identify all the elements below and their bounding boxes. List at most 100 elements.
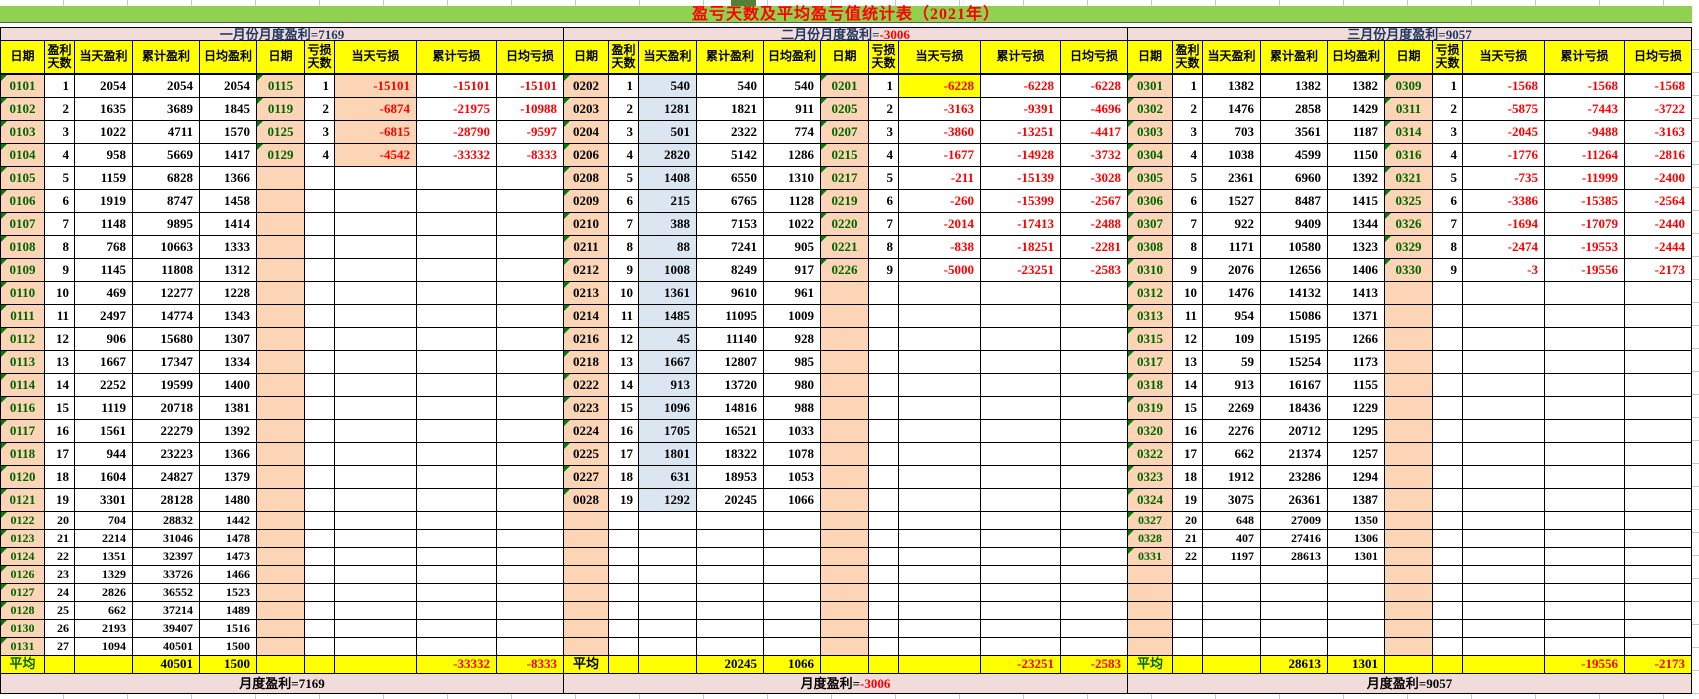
profit-days-cell[interactable]: 16	[609, 420, 639, 443]
profit-days-cell[interactable]: 20	[1173, 512, 1203, 530]
loss-days-cell[interactable]	[869, 351, 899, 374]
loss-date-cell[interactable]	[1385, 466, 1433, 489]
daily-profit-cell[interactable]: 1171	[1203, 236, 1261, 259]
cumulative-profit-cell[interactable]: 27009	[1261, 512, 1328, 530]
loss-date-cell[interactable]	[1385, 530, 1433, 548]
average-cumulative-profit[interactable]: 40501	[133, 656, 200, 674]
average-loss-cell[interactable]	[1625, 638, 1692, 656]
daily-loss-cell[interactable]	[899, 282, 981, 305]
daily-profit-cell[interactable]: 944	[75, 443, 133, 466]
profit-days-cell[interactable]: 6	[45, 190, 75, 213]
loss-date-cell[interactable]: 0309	[1385, 75, 1433, 98]
average-profit-cell[interactable]: 1286	[764, 144, 821, 167]
average-profit-cell[interactable]: 1150	[1328, 144, 1385, 167]
cumulative-profit-cell[interactable]: 11095	[697, 305, 764, 328]
daily-loss-cell[interactable]	[899, 512, 981, 530]
average-profit-cell[interactable]: 1473	[200, 548, 257, 566]
profit-days-cell[interactable]: 18	[609, 466, 639, 489]
loss-date-cell[interactable]	[821, 420, 869, 443]
average-profit-cell[interactable]: 1350	[1328, 512, 1385, 530]
profit-date-cell[interactable]	[564, 602, 609, 620]
profit-date-cell[interactable]: 0312	[1128, 282, 1173, 305]
loss-days-cell[interactable]	[305, 213, 335, 236]
profit-date-cell[interactable]: 0116	[0, 397, 45, 420]
daily-loss-cell[interactable]	[335, 620, 417, 638]
loss-days-cell[interactable]: 2	[869, 98, 899, 121]
loss-days-cell[interactable]	[869, 620, 899, 638]
daily-loss-cell[interactable]	[899, 374, 981, 397]
profit-days-cell[interactable]: 5	[45, 167, 75, 190]
cumulative-loss-cell[interactable]: -28790	[417, 121, 497, 144]
cumulative-loss-cell[interactable]	[981, 602, 1061, 620]
average-loss-cell[interactable]	[1061, 305, 1128, 328]
profit-date-cell[interactable]: 0108	[0, 236, 45, 259]
average-loss-cell[interactable]: -8333	[497, 144, 564, 167]
cumulative-profit-cell[interactable]: 23223	[133, 443, 200, 466]
profit-date-cell[interactable]: 0323	[1128, 466, 1173, 489]
daily-profit-cell[interactable]: 958	[75, 144, 133, 167]
daily-loss-cell[interactable]	[1463, 397, 1545, 420]
average-row-cell[interactable]	[45, 656, 75, 674]
cumulative-loss-cell[interactable]	[1545, 512, 1625, 530]
column-header[interactable]: 日均亏损	[1061, 41, 1128, 75]
loss-date-cell[interactable]: 0325	[1385, 190, 1433, 213]
average-loss-cell[interactable]	[1625, 489, 1692, 512]
average-loss-cell[interactable]	[1625, 351, 1692, 374]
daily-profit-cell[interactable]: 1382	[1203, 75, 1261, 98]
daily-profit-cell[interactable]: 1351	[75, 548, 133, 566]
column-header[interactable]: 累计盈利	[697, 41, 764, 75]
cumulative-loss-cell[interactable]	[417, 584, 497, 602]
loss-days-cell[interactable]	[305, 566, 335, 584]
profit-days-cell[interactable]	[609, 530, 639, 548]
profit-days-cell[interactable]: 6	[609, 190, 639, 213]
profit-date-cell[interactable]: 0317	[1128, 351, 1173, 374]
average-profit-cell[interactable]	[764, 566, 821, 584]
cumulative-loss-cell[interactable]	[981, 548, 1061, 566]
average-profit-cell[interactable]	[1328, 584, 1385, 602]
average-loss-cell[interactable]: -10988	[497, 98, 564, 121]
daily-profit-cell[interactable]: 922	[1203, 213, 1261, 236]
daily-loss-cell[interactable]	[335, 213, 417, 236]
cumulative-profit-cell[interactable]: 37214	[133, 602, 200, 620]
profit-days-cell[interactable]: 17	[609, 443, 639, 466]
daily-profit-cell[interactable]: 1912	[1203, 466, 1261, 489]
profit-days-cell[interactable]: 4	[45, 144, 75, 167]
average-loss-cell[interactable]	[1061, 602, 1128, 620]
profit-date-cell[interactable]: 0209	[564, 190, 609, 213]
average-profit-cell[interactable]: 540	[764, 75, 821, 98]
loss-date-cell[interactable]	[821, 489, 869, 512]
average-cumulative-loss[interactable]: -19556	[1545, 656, 1625, 674]
daily-profit-cell[interactable]: 1197	[1203, 548, 1261, 566]
cumulative-loss-cell[interactable]	[1545, 374, 1625, 397]
daily-loss-cell[interactable]	[335, 420, 417, 443]
average-profit-cell[interactable]	[1328, 620, 1385, 638]
loss-days-cell[interactable]: 7	[869, 213, 899, 236]
profit-date-cell[interactable]: 0101	[0, 75, 45, 98]
daily-loss-cell[interactable]	[899, 420, 981, 443]
loss-date-cell[interactable]	[257, 236, 305, 259]
cumulative-profit-cell[interactable]: 1821	[697, 98, 764, 121]
loss-days-cell[interactable]: 1	[869, 75, 899, 98]
cumulative-loss-cell[interactable]	[417, 351, 497, 374]
daily-loss-cell[interactable]	[1463, 328, 1545, 351]
loss-date-cell[interactable]	[1385, 351, 1433, 374]
daily-profit-cell[interactable]: 704	[75, 512, 133, 530]
profit-date-cell[interactable]: 0223	[564, 397, 609, 420]
profit-days-cell[interactable]: 13	[609, 351, 639, 374]
profit-date-cell[interactable]: 0120	[0, 466, 45, 489]
cumulative-profit-cell[interactable]	[697, 584, 764, 602]
profit-date-cell[interactable]: 0303	[1128, 121, 1173, 144]
column-header[interactable]: 累计亏损	[417, 41, 497, 75]
loss-days-cell[interactable]	[1433, 305, 1463, 328]
profit-date-cell[interactable]: 0124	[0, 548, 45, 566]
average-loss-cell[interactable]	[1625, 530, 1692, 548]
daily-loss-cell[interactable]	[335, 512, 417, 530]
cumulative-profit-cell[interactable]: 9895	[133, 213, 200, 236]
profit-date-cell[interactable]: 0327	[1128, 512, 1173, 530]
cumulative-profit-cell[interactable]	[697, 620, 764, 638]
cumulative-loss-cell[interactable]	[1545, 602, 1625, 620]
profit-date-cell[interactable]	[1128, 602, 1173, 620]
profit-date-cell[interactable]: 0206	[564, 144, 609, 167]
column-header[interactable]: 日均盈利	[200, 41, 257, 75]
cumulative-profit-cell[interactable]: 16167	[1261, 374, 1328, 397]
